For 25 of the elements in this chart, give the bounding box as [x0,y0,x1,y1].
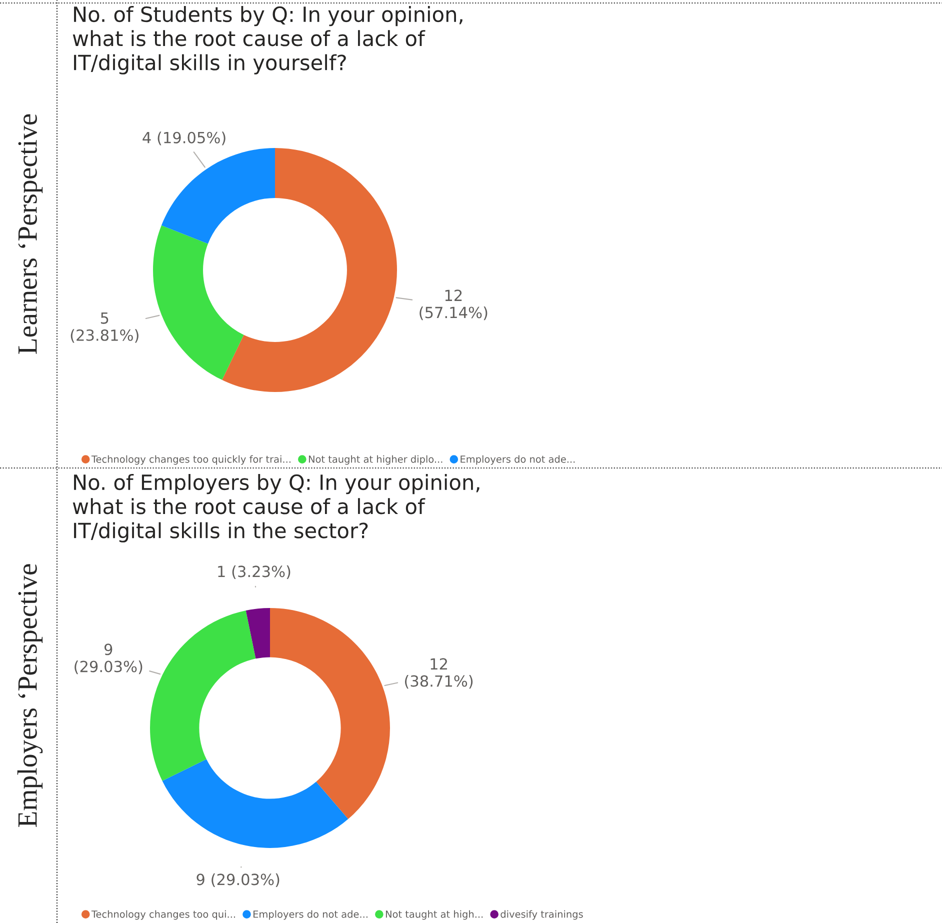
donut-slice [150,610,256,781]
text: Employers ‘Perspective [17,564,43,827]
data-label: 12 (38.71%) [405,658,473,689]
donut-slice [162,759,348,848]
data-label: 4 (19.05%) [142,132,226,146]
donut-slice [270,608,390,820]
donut-slice [246,608,270,659]
legend-label: Not taught at higher diplo... [308,455,442,465]
data-label: 12 (57.14%) [420,290,488,320]
data-label: 9 (29.03%) [74,644,142,674]
legend-label: Not taught at high... [386,910,483,920]
donut-slice [222,148,397,392]
legend-label: divesify trainings [500,910,583,920]
data-label: 9 (29.03%) [196,873,280,888]
legend-label: Employers do not ade... [460,455,575,465]
donut-slice [153,225,244,380]
chart-title: No. of Employers by Q: In your opinion, what is the root cause of a lack of IT/digital skills in the sector? [72,474,480,542]
data-label: 1 (3.23%) [218,565,290,580]
text: Learners ‘Perspective [18,114,43,354]
donut-slice [161,148,275,244]
data-label: 5 (23.81%) [70,312,138,343]
legend-label: Technology changes too qui... [91,910,235,920]
chart-title: No. of Students by Q: In your opinion, what is the root cause of a lack of IT/digital skills in yourself? [72,6,462,74]
legend-label: Technology changes too quickly for trai... [91,455,290,465]
legend-label: Employers do not ade... [254,910,368,920]
